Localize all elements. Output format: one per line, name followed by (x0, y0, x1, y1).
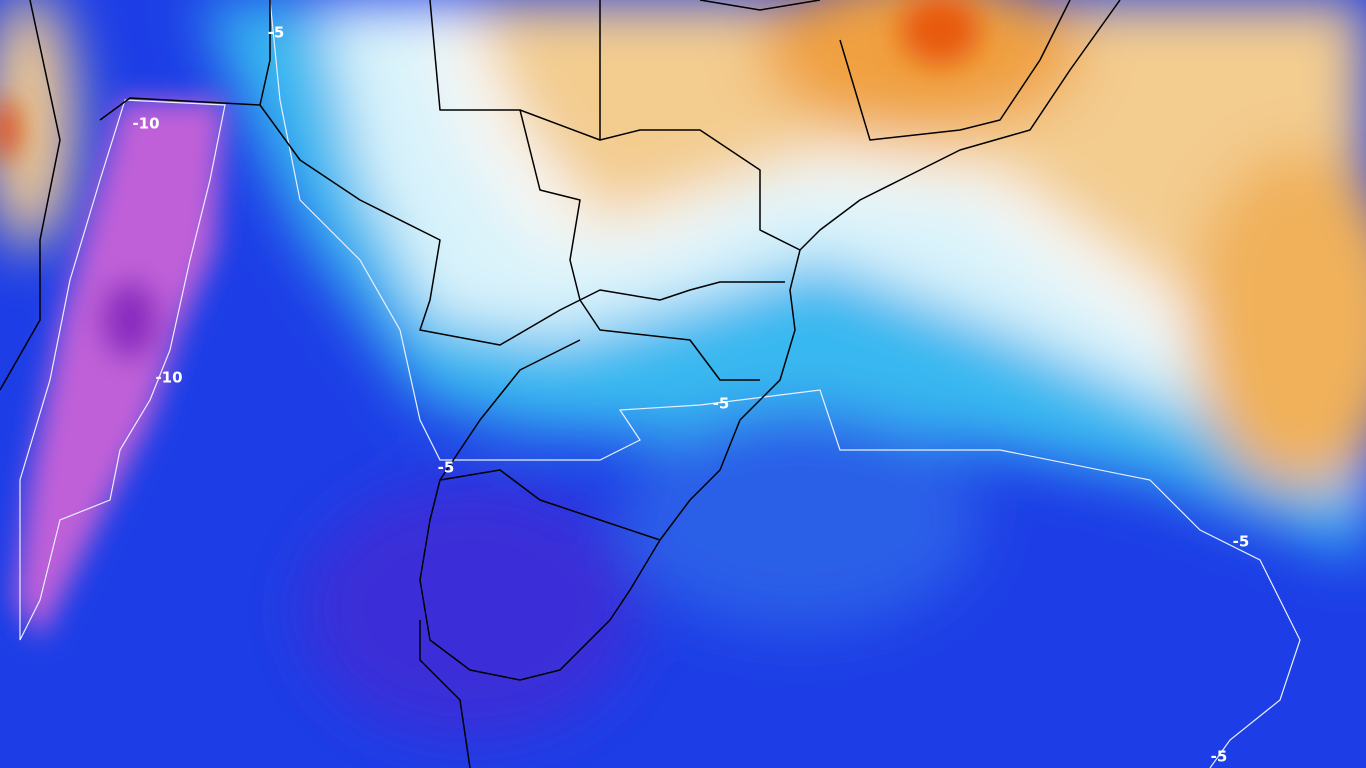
border-line (429, 0, 760, 381)
contour-line (269, 0, 1301, 768)
contour-line (19, 99, 226, 641)
warm-patch (1190, 150, 1366, 490)
coastline (419, 0, 1121, 681)
border-line (599, 0, 1071, 141)
border-line (0, 0, 61, 391)
border-line (259, 0, 271, 106)
hot-core (900, 0, 980, 65)
shading-sharp (0, 0, 980, 640)
border-line (99, 97, 785, 346)
contour-labels: -5 -10 -10 -5 -5 -5 -5 (132, 24, 1249, 766)
warm-patch-west (0, 0, 75, 250)
borders (0, 0, 1121, 768)
shading (0, 0, 1366, 740)
violet-patch (300, 480, 640, 740)
contour-label: -5 (438, 459, 455, 477)
contour-label: -10 (155, 369, 182, 387)
warm-patch (760, 0, 1080, 130)
contour-label: -5 (713, 395, 730, 413)
violet-core (100, 280, 160, 360)
contour-label: -10 (132, 115, 159, 133)
hot-core-west (0, 100, 19, 160)
contour-label: -5 (268, 24, 285, 42)
mid-blue-patch (620, 410, 980, 630)
contours (19, 0, 1301, 768)
magenta-strip (15, 100, 225, 640)
warm-zone (470, 0, 1366, 440)
contour-label: -5 (1233, 533, 1250, 551)
border-line (419, 469, 661, 768)
contour-label: -5 (1211, 748, 1228, 766)
